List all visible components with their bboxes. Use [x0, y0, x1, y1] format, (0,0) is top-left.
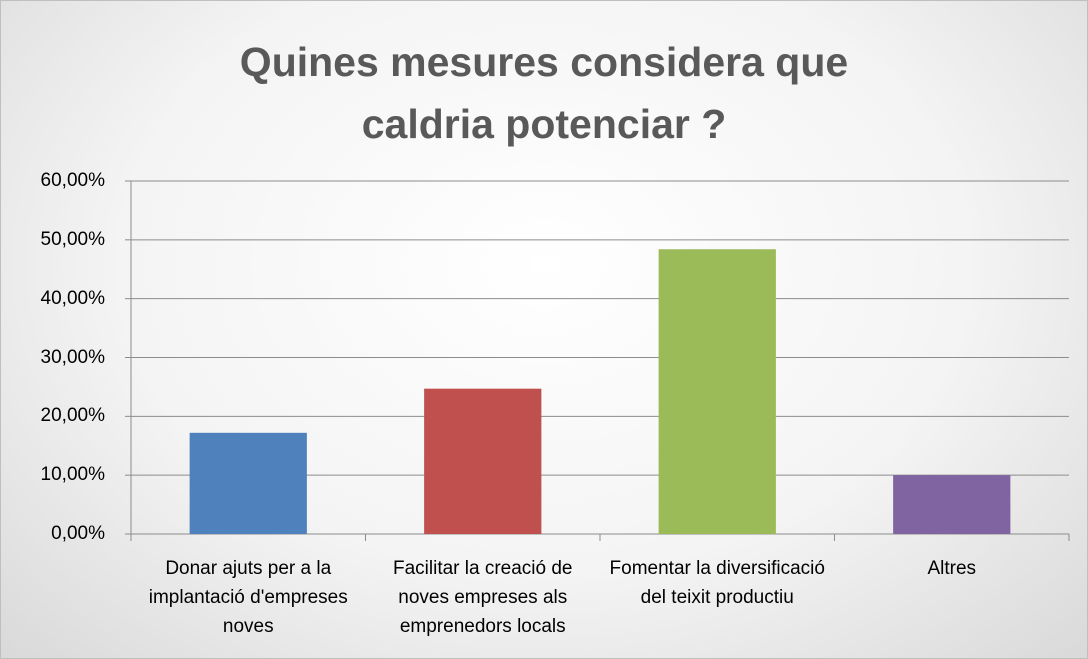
- y-tick-label: 10,00%: [40, 464, 105, 486]
- x-tick-label: Facilitar la creació de noves empreses a…: [392, 558, 573, 637]
- y-tick-label: 60,00%: [40, 170, 105, 191]
- bar: [189, 432, 307, 534]
- chart-title: Quines mesures considera que caldria pot…: [239, 39, 849, 147]
- y-tick-label: 30,00%: [40, 346, 105, 368]
- bar: [424, 388, 542, 534]
- x-tick-label: Fomentar la diversificació del teixit pr…: [609, 558, 825, 608]
- y-tick-label: 50,00%: [40, 228, 105, 250]
- y-tick-label: 0,00%: [51, 523, 105, 544]
- bar: [658, 249, 776, 534]
- y-tick-label: 20,00%: [40, 405, 105, 427]
- y-tick-label: 40,00%: [40, 287, 105, 309]
- x-tick-label: Donar ajuts per a la implantació d'empre…: [148, 558, 348, 637]
- bar: [893, 475, 1011, 534]
- x-tick-label: Altres: [927, 558, 977, 579]
